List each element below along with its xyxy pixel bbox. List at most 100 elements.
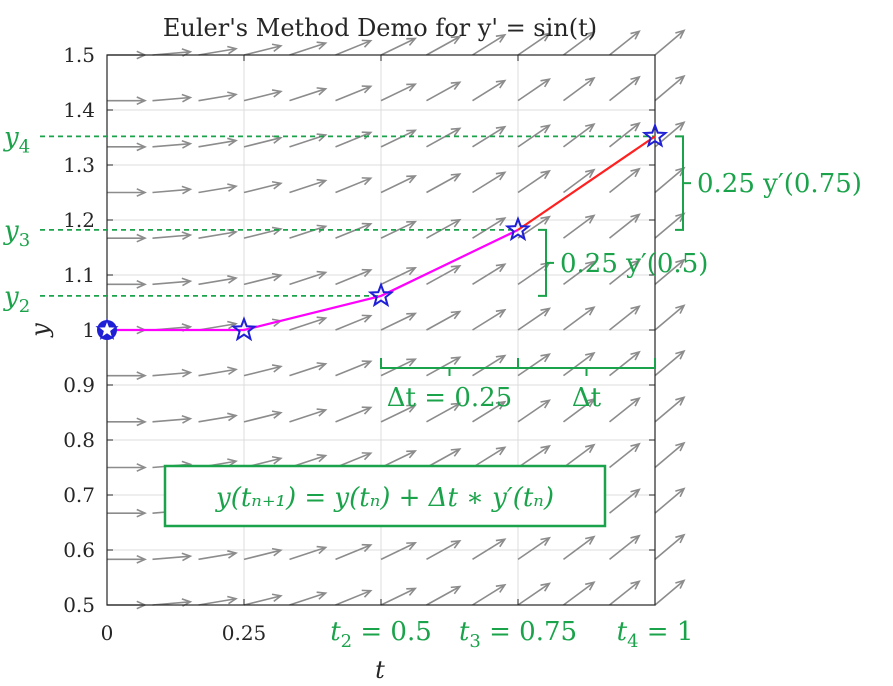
slope-arrow-head xyxy=(540,444,551,455)
slope-arrow xyxy=(609,396,641,423)
slope-arrow-head xyxy=(495,33,507,43)
slope-arrow-head xyxy=(271,43,283,53)
slope-arrow xyxy=(426,81,462,102)
slope-arrow-head xyxy=(540,169,551,180)
slope-arrow-head xyxy=(585,76,596,87)
slope-arrow-shaft xyxy=(426,402,461,423)
slope-arrow-head xyxy=(540,78,551,88)
slope-arrow xyxy=(563,535,596,560)
y-axis-label: y xyxy=(26,323,54,338)
slope-arrow-head xyxy=(136,417,147,427)
chart-title: Euler's Method Demo for y' = sin(t) xyxy=(163,14,597,42)
slope-arrow-head xyxy=(361,222,373,231)
slope-arrow-head xyxy=(136,142,147,152)
slope-arrow-head xyxy=(361,589,373,598)
t-value-label: t4 = 1 xyxy=(617,617,694,652)
slope-arrow-head xyxy=(675,396,686,406)
slope-arrow-shaft xyxy=(243,274,282,286)
slope-arrow-head xyxy=(406,220,418,230)
slope-arrow-head xyxy=(630,580,641,590)
slope-arrow xyxy=(426,585,462,606)
formula-text: y(tₙ₊₁) = y(tₙ) + Δt ∗ y′(tₙ) xyxy=(215,483,554,513)
slope-arrow-head xyxy=(271,272,283,282)
slope-arrow-head xyxy=(227,275,238,284)
slope-arrow-shaft xyxy=(243,182,282,194)
slope-arrow-shaft xyxy=(609,168,640,194)
slope-arrow-shaft xyxy=(654,488,685,514)
slope-arrow-head xyxy=(271,547,283,557)
slope-arrow-head xyxy=(227,595,238,605)
slope-arrow-head xyxy=(540,32,551,42)
slope-arrow xyxy=(289,316,328,331)
slope-arrow-head xyxy=(630,442,641,453)
slope-arrow-head xyxy=(585,306,596,316)
y-guide-label: y4 xyxy=(3,122,30,157)
slope-arrow xyxy=(472,79,507,102)
slope-arrow xyxy=(517,307,551,331)
slope-arrow-shaft xyxy=(472,309,506,331)
slope-arrow xyxy=(563,31,596,56)
slope-arrow-head xyxy=(450,540,462,549)
slope-arrow-head xyxy=(181,185,193,195)
slope-arrow-head xyxy=(450,402,462,412)
slope-arrow xyxy=(426,173,462,194)
slope-arrow-shaft xyxy=(609,260,640,285)
slope-arrow xyxy=(517,582,551,606)
slope-arrow-shaft xyxy=(335,39,372,56)
slope-arrow xyxy=(243,180,283,194)
slope-arrow xyxy=(198,228,238,239)
slope-arrow xyxy=(563,76,596,102)
slope-arrow-head xyxy=(630,396,641,407)
slope-arrow-head xyxy=(271,455,283,465)
slope-arrow xyxy=(654,579,686,606)
slope-arrow-shaft xyxy=(380,220,416,239)
slope-arrow-shaft xyxy=(609,443,640,469)
slope-arrow xyxy=(426,356,462,377)
slope-arrow-head xyxy=(316,178,328,188)
slope-arrow xyxy=(609,534,641,560)
slope-arrow-shaft xyxy=(654,259,685,285)
slope-arrow xyxy=(289,41,328,56)
series-lines xyxy=(107,135,656,332)
slope-arrow-head xyxy=(406,175,418,184)
slope-arrow xyxy=(289,591,328,606)
slope-arrow-shaft xyxy=(517,445,550,469)
slope-arrow xyxy=(152,93,193,103)
slope-arrow-shaft xyxy=(152,371,191,377)
slope-arrow-head xyxy=(316,316,328,325)
slope-arrow xyxy=(426,35,462,56)
slope-arrow-shaft xyxy=(380,129,416,148)
slope-arrow xyxy=(335,589,373,606)
slope-arrow xyxy=(107,233,147,243)
slope-arrow-shaft xyxy=(609,76,640,102)
slope-arrow-shaft xyxy=(472,538,506,561)
slope-arrow-head xyxy=(585,443,596,454)
slope-arrow-shaft xyxy=(152,417,191,423)
slope-arrow-shaft xyxy=(472,401,506,423)
slope-arrow xyxy=(426,402,462,423)
slope-arrow-shaft xyxy=(380,37,416,56)
slope-arrow xyxy=(563,260,596,285)
annotations: y2 y3 y4 0.25 y′(0.5) 0.25 y′(0.75) Δt = 0.25… xyxy=(3,122,862,652)
slope-arrow xyxy=(107,371,147,381)
x-axis-label: t xyxy=(375,656,385,684)
slope-arrow-shaft xyxy=(609,488,640,514)
slope-arrow-shaft xyxy=(289,271,326,286)
slope-arrow-head xyxy=(361,452,373,461)
slope-arrow-head xyxy=(406,450,418,459)
slope-arrow-head xyxy=(227,137,238,147)
slope-arrow-shaft xyxy=(335,314,372,331)
slope-arrow-head xyxy=(630,167,641,178)
slope-arrow xyxy=(609,350,641,377)
slope-arrow-shaft xyxy=(609,213,640,239)
slope-arrow-shaft xyxy=(563,581,595,606)
slope-arrow-head xyxy=(450,81,462,90)
slope-arrow xyxy=(380,37,418,56)
slope-arrow xyxy=(654,258,686,285)
slope-arrow xyxy=(107,96,147,106)
slope-arrow-shaft xyxy=(472,217,506,239)
slope-arrow-shaft xyxy=(654,442,685,469)
slope-arrow-head xyxy=(585,123,596,133)
t-value-label: t3 = 0.75 xyxy=(459,617,577,652)
